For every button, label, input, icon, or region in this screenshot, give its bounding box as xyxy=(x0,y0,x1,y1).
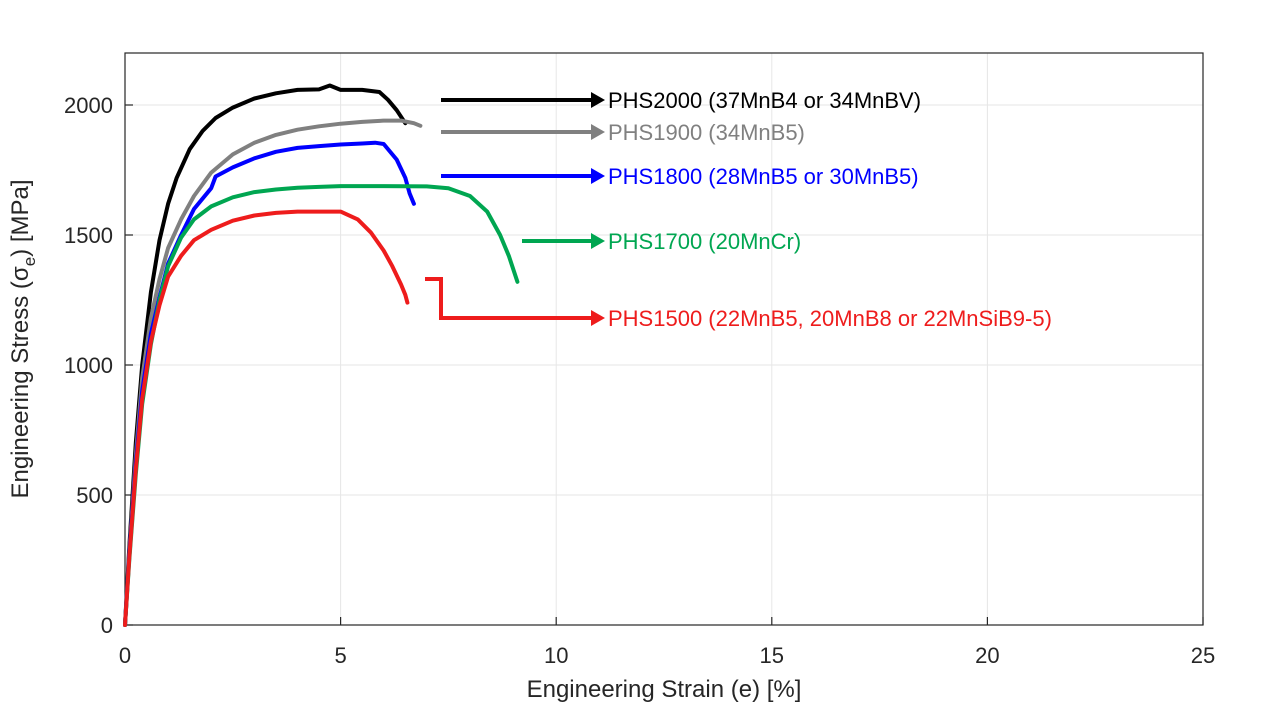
series-label-1: PHS1900 (34MnB5) xyxy=(608,120,805,145)
series-line-4 xyxy=(123,209,410,627)
annotation-0: PHS2000 (37MnB4 or 34MnBV) xyxy=(441,88,921,113)
series-line-1 xyxy=(123,118,423,627)
x-tick-label: 20 xyxy=(975,643,999,668)
annotation-arrowhead-4 xyxy=(591,310,605,326)
y-axis-ticks: 0 500 1000 1500 2000 xyxy=(64,93,133,638)
x-tick-label: 10 xyxy=(544,643,568,668)
x-axis-title: Engineering Strain (e) [%] xyxy=(527,676,802,703)
x-tick-label: 25 xyxy=(1191,643,1215,668)
series-label-4: PHS1500 (22MnB5, 20MnB8 or 22MnSiB9-5) xyxy=(608,306,1052,331)
annotation-2: PHS1800 (28MnB5 or 30MnB5) xyxy=(441,164,919,189)
plot-area-frame xyxy=(124,52,1204,626)
y-axis-title: Engineering Stress (σe) [MPa] xyxy=(7,179,39,498)
y-tick-label: 0 xyxy=(101,613,113,638)
annotation-arrowhead-1 xyxy=(591,124,605,140)
data-series xyxy=(123,83,520,627)
annotation-arrow-shaft-4 xyxy=(425,277,593,320)
annotation-arrowhead-3 xyxy=(591,233,605,249)
annotation-arrowhead-2 xyxy=(591,168,605,184)
annotation-arrowhead-0 xyxy=(591,92,605,108)
y-axis-title-prefix: Engineering Stress (σ xyxy=(7,266,34,498)
series-annotations: PHS2000 (37MnB4 or 34MnBV) PHS1900 (34MnB… xyxy=(425,88,1052,331)
series-line-0 xyxy=(123,83,408,627)
x-tick-label: 5 xyxy=(334,643,346,668)
x-tick-label: 15 xyxy=(760,643,784,668)
grid-lines xyxy=(125,53,1203,625)
y-axis-title-suffix: ) [MPa] xyxy=(7,179,34,256)
y-tick-label: 1500 xyxy=(64,223,113,248)
y-axis-title-subscript: e xyxy=(20,257,39,266)
series-label-2: PHS1800 (28MnB5 or 30MnB5) xyxy=(608,164,919,189)
annotation-4: PHS1500 (22MnB5, 20MnB8 or 22MnSiB9-5) xyxy=(425,277,1052,331)
annotation-3: PHS1700 (20MnCr) xyxy=(522,229,801,254)
y-tick-label: 500 xyxy=(76,483,113,508)
x-tick-label: 0 xyxy=(119,643,131,668)
series-label-0: PHS2000 (37MnB4 or 34MnBV) xyxy=(608,88,921,113)
y-tick-label: 2000 xyxy=(64,93,113,118)
annotation-1: PHS1900 (34MnB5) xyxy=(441,120,805,145)
y-tick-label: 1000 xyxy=(64,353,113,378)
series-label-3: PHS1700 (20MnCr) xyxy=(608,229,801,254)
